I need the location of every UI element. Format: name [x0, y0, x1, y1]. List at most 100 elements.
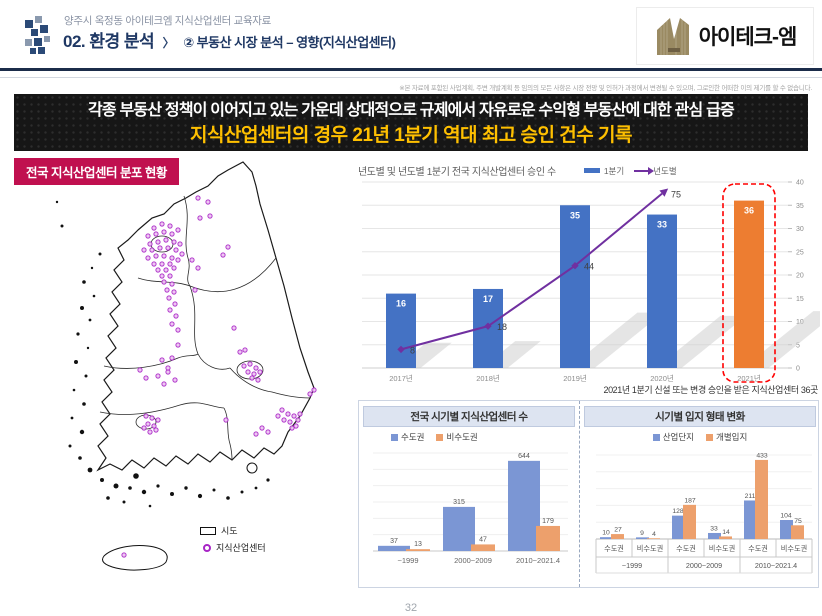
svg-text:33: 33: [657, 220, 667, 230]
jeju-island: [102, 545, 168, 571]
svg-text:18: 18: [497, 322, 507, 332]
svg-text:644: 644: [518, 453, 530, 460]
svg-text:2010~2021.4: 2010~2021.4: [516, 556, 560, 565]
logo-text: 아이테크-엠: [698, 26, 798, 49]
svg-text:211: 211: [745, 493, 756, 500]
sido-legend-label: 시도: [221, 526, 238, 536]
header-divider-thick: [0, 68, 822, 71]
svg-text:17: 17: [483, 294, 493, 304]
location-chart-panel: 시기별 입지 형태 변화 산업단지 개별입지 10 27 9 4 128 187 33 14 2…: [579, 401, 820, 587]
geoje-island: [246, 462, 258, 474]
center-legend-label: 지식산업센터: [216, 543, 266, 553]
svg-text:비수도권: 비수도권: [709, 544, 735, 553]
svg-text:2017년: 2017년: [389, 373, 413, 383]
svg-text:16: 16: [396, 299, 406, 309]
period-chart-title: 전국 시기별 지식산업센터 수: [363, 406, 575, 427]
company-logo: 아이테크-엠: [636, 7, 814, 65]
svg-text:수도권: 수도권: [676, 544, 696, 553]
svg-text:40: 40: [796, 180, 804, 187]
svg-text:128: 128: [672, 508, 684, 515]
banner-line2: 지식산업센터의 경우 21년 1분기 역대 최고 승인 건수 기록: [190, 125, 633, 146]
svg-text:~1999: ~1999: [622, 561, 642, 570]
svg-text:104: 104: [780, 513, 792, 520]
svg-text:비수도권: 비수도권: [637, 544, 663, 553]
svg-text:8: 8: [410, 345, 415, 355]
svg-text:2000~2009: 2000~2009: [686, 561, 722, 570]
svg-text:33: 33: [710, 525, 718, 532]
legend-gaebyeolipji: 개별입지: [716, 432, 748, 442]
subsection-title: ② 부동산 시장 분석 – 영향(지식산업센터): [183, 35, 396, 50]
legend-bisudogwon: 비수도권: [446, 432, 478, 442]
section-title: 02. 환경 분석: [63, 32, 155, 51]
location-chart-legend: 산업단지 개별입지: [584, 431, 816, 443]
svg-text:75: 75: [794, 518, 802, 525]
page-number: 32: [404, 602, 418, 614]
svg-text:10: 10: [602, 530, 610, 537]
period-chart-panel: 전국 시기별 지식산업센터 수 수도권 비수도권 37 13 ~1999 315 47 2…: [359, 401, 579, 587]
deco-squares-icon: [25, 16, 50, 54]
svg-text:5: 5: [796, 342, 800, 349]
svg-text:4: 4: [652, 531, 656, 538]
svg-text:35: 35: [796, 203, 804, 210]
svg-text:187: 187: [684, 497, 696, 504]
svg-text:36: 36: [744, 206, 754, 216]
svg-text:14: 14: [722, 529, 730, 536]
period-bar-chart: 37 13 ~1999 315 47 2000~2009 644 179 2010~2021.4: [373, 452, 568, 565]
svg-text:433: 433: [756, 452, 768, 459]
bottom-charts-container: 전국 시기별 지식산업센터 수 수도권 비수도권 37 13 ~1999 315 47 2…: [358, 400, 819, 588]
page-title: 02. 환경 분석 〉 ② 부동산 시장 분석 – 영향(지식산업센터): [63, 27, 396, 52]
korea-distribution-map: [55, 161, 317, 571]
headline-banner: 각종 부동산 정책이 이어지고 있는 가운데 상대적으로 규제에서 자유로운 수…: [14, 94, 808, 151]
svg-text:수도권: 수도권: [748, 544, 768, 553]
svg-text:15: 15: [796, 296, 804, 303]
svg-text:13: 13: [414, 541, 422, 548]
map-legend: 시도 지식산업센터: [200, 524, 266, 558]
combo-chart-note: 2021년 1분기 신설 또는 변경 승인을 받은 지식산업센터 36곳: [603, 385, 818, 395]
svg-text:9: 9: [640, 530, 644, 537]
mainland-outline: [96, 161, 315, 472]
center-location-dots: [121, 195, 317, 558]
line-series-label: 년도별: [653, 165, 677, 176]
svg-text:2000~2009: 2000~2009: [454, 556, 492, 565]
svg-text:47: 47: [479, 536, 487, 543]
svg-text:비수도권: 비수도권: [781, 544, 807, 553]
svg-text:27: 27: [614, 527, 622, 534]
eyebrow-text: 양주시 옥정동 아이테크엠 지식산업센터 교육자료: [64, 15, 272, 27]
title-separator: 〉: [162, 36, 175, 50]
svg-text:30: 30: [796, 226, 804, 233]
sido-legend-icon: [200, 526, 216, 535]
line-series-swatch: [634, 166, 655, 175]
svg-text:37: 37: [390, 538, 398, 545]
bar-series-label: 1분기: [603, 165, 625, 176]
svg-text:75: 75: [671, 190, 681, 200]
svg-text:~1999: ~1999: [397, 556, 418, 565]
legend-saneopdanji: 산업단지: [662, 432, 694, 442]
svg-text:2019년: 2019년: [563, 373, 587, 383]
svg-text:25: 25: [796, 249, 804, 256]
disclaimer-text: ※본 자료에 포함된 사업계획, 주변 개발계획 등 임의의 모든 사항은 시장…: [399, 85, 812, 92]
map-title-badge: 전국 지식산업센터 분포 현황: [14, 158, 179, 185]
approvals-combo-chart: 0510152025303540161735333681844752017년20…: [362, 180, 820, 383]
svg-text:35: 35: [570, 210, 580, 220]
svg-text:2021년: 2021년: [737, 373, 761, 383]
islands: [55, 200, 270, 508]
combo-chart-legend: 1분기 년도별: [583, 165, 677, 177]
svg-text:20: 20: [796, 273, 804, 280]
period-chart-legend: 수도권 비수도권: [363, 431, 575, 443]
center-legend-icon: [203, 543, 211, 552]
svg-text:44: 44: [584, 262, 594, 272]
svg-text:2018년: 2018년: [476, 373, 500, 383]
svg-text:2010~2021.4: 2010~2021.4: [755, 561, 797, 570]
combo-chart-header: 년도별 및 년도별 1분기 전국 지식산업센터 승인 수 1분기 년도별: [358, 163, 813, 179]
combo-chart-title: 년도별 및 년도별 1분기 전국 지식산업센터 승인 수: [358, 167, 556, 178]
legend-sudogwon: 수도권: [401, 432, 425, 442]
svg-text:수도권: 수도권: [604, 544, 624, 553]
location-chart-title: 시기별 입지 형태 변화: [584, 406, 816, 427]
svg-text:315: 315: [453, 499, 465, 506]
header-divider-thin: [0, 77, 822, 78]
svg-text:2020년: 2020년: [650, 373, 674, 383]
svg-text:179: 179: [542, 518, 554, 525]
svg-text:0: 0: [796, 366, 800, 373]
bar-series-swatch: [583, 168, 600, 173]
